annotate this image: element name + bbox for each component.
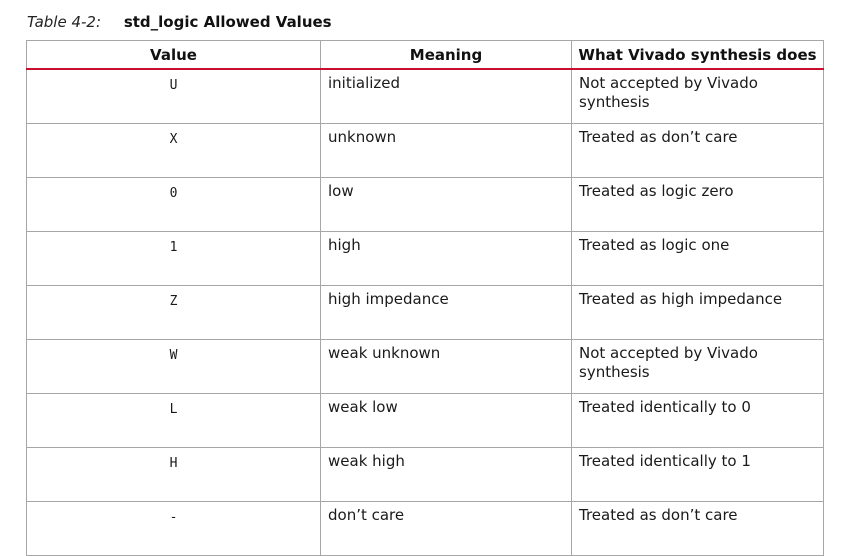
table-row: 1 high Treated as logic one (26, 231, 824, 286)
action-cell: Treated as don’t care (571, 123, 824, 178)
value-cell: 1 (26, 231, 321, 286)
table-row: L weak low Treated identically to 0 (26, 393, 824, 448)
value-cell: - (26, 501, 321, 556)
action-cell: Not accepted by Vivado synthesis (571, 339, 824, 394)
meaning-cell: initialized (320, 68, 572, 124)
table-title: std_logic Allowed Values (123, 13, 332, 31)
column-header-value: Value (26, 40, 321, 70)
table-row: - don’t care Treated as don’t care (26, 501, 824, 556)
meaning-cell: high (320, 231, 572, 286)
table-row: Z high impedance Treated as high impedan… (26, 285, 824, 340)
action-cell: Treated as logic one (571, 231, 824, 286)
column-header-synthesis-action: What Vivado synthesis does (571, 40, 824, 70)
action-cell: Treated identically to 1 (571, 447, 824, 502)
meaning-cell: weak unknown (320, 339, 572, 394)
action-cell: Treated as don’t care (571, 501, 824, 556)
meaning-cell: weak low (320, 393, 572, 448)
value-cell: X (26, 123, 321, 178)
table-caption: Table 4-2: std_logic Allowed Values (27, 12, 332, 32)
std-logic-values-table: Value Meaning What Vivado synthesis does… (26, 40, 824, 556)
value-cell: W (26, 339, 321, 394)
table-row: H weak high Treated identically to 1 (26, 447, 824, 502)
value-cell: Z (26, 285, 321, 340)
action-cell: Treated identically to 0 (571, 393, 824, 448)
meaning-cell: weak high (320, 447, 572, 502)
meaning-cell: unknown (320, 123, 572, 178)
value-cell: H (26, 447, 321, 502)
table-row: 0 low Treated as logic zero (26, 177, 824, 232)
value-cell: 0 (26, 177, 321, 232)
value-cell: L (26, 393, 321, 448)
table-row: X unknown Treated as don’t care (26, 123, 824, 178)
action-cell: Treated as logic zero (571, 177, 824, 232)
table-row: U initialized Not accepted by Vivado syn… (26, 68, 824, 124)
table-header-row: Value Meaning What Vivado synthesis does (26, 40, 824, 70)
action-cell: Not accepted by Vivado synthesis (571, 68, 824, 124)
action-cell: Treated as high impedance (571, 285, 824, 340)
meaning-cell: high impedance (320, 285, 572, 340)
table-number: Table 4-2: (27, 13, 102, 31)
value-cell: U (26, 68, 321, 124)
column-header-meaning: Meaning (320, 40, 572, 70)
table-row: W weak unknown Not accepted by Vivado sy… (26, 339, 824, 394)
meaning-cell: low (320, 177, 572, 232)
meaning-cell: don’t care (320, 501, 572, 556)
